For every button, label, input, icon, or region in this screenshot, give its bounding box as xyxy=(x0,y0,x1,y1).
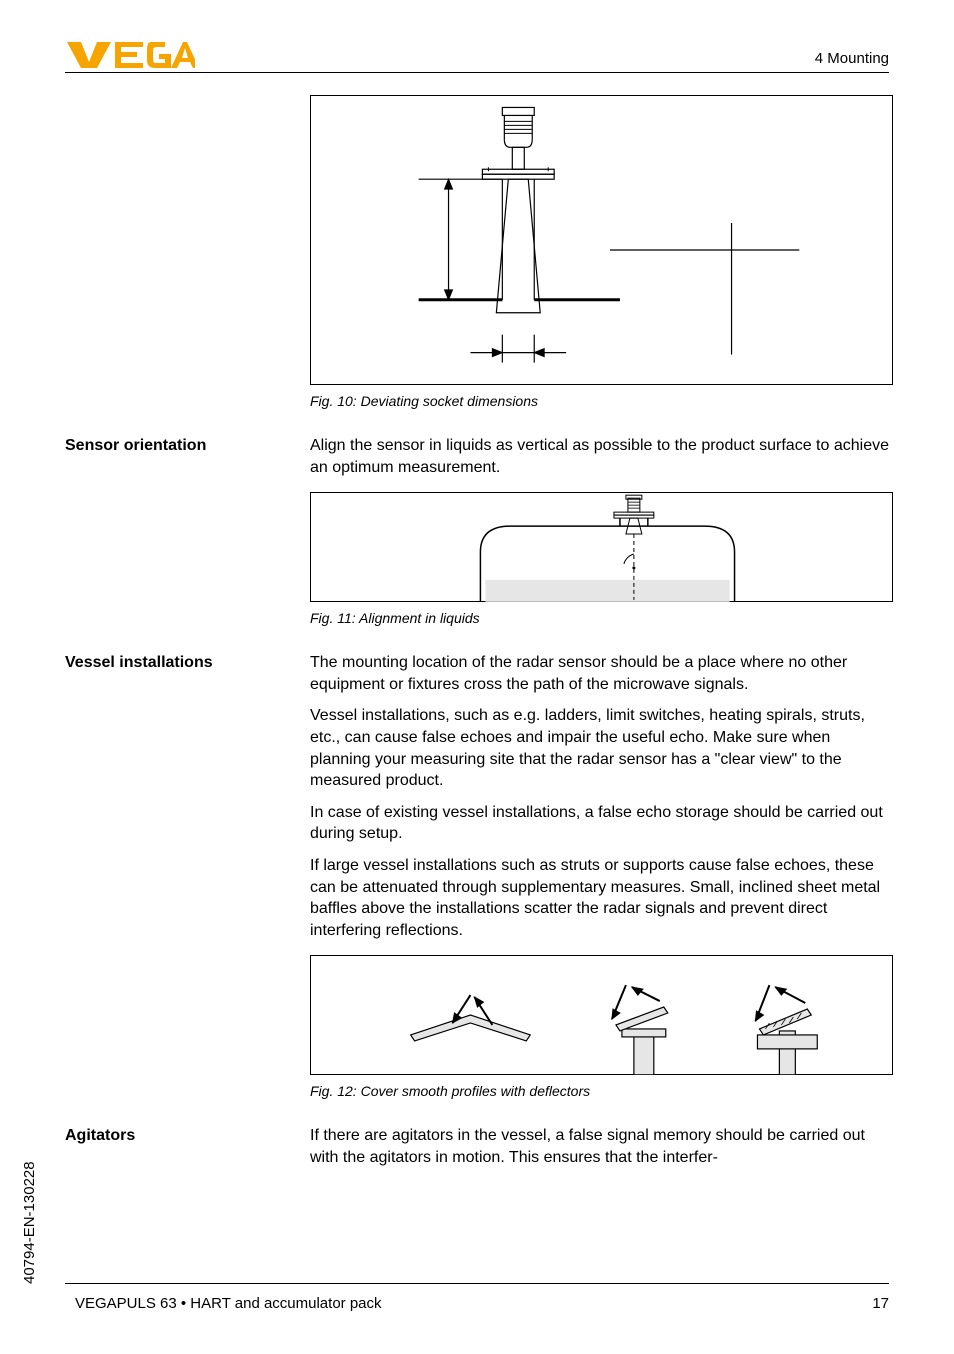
vessel-p4: If large vessel installations such as st… xyxy=(310,855,889,941)
header-rule xyxy=(65,72,889,73)
vessel-installations-label: Vessel installations xyxy=(65,652,310,951)
vega-logo xyxy=(65,40,195,70)
page-number: 17 xyxy=(872,1295,889,1312)
footer-left: VEGAPULS 63 • HART and accumulator pack xyxy=(75,1295,382,1312)
document-code: 40794-EN-130228 xyxy=(21,1161,38,1284)
figure-12 xyxy=(310,955,893,1075)
footer-rule xyxy=(65,1283,889,1284)
agitators-label: Agitators xyxy=(65,1125,310,1178)
figure-12-caption: Fig. 12: Cover smooth profiles with defl… xyxy=(310,1083,889,1099)
agitators-text: If there are agitators in the vessel, a … xyxy=(310,1125,889,1168)
vessel-p2: Vessel installations, such as e.g. ladde… xyxy=(310,705,889,791)
sensor-orientation-label: Sensor orientation xyxy=(65,435,310,488)
figure-11-caption: Fig. 11: Alignment in liquids xyxy=(310,610,889,626)
vessel-p3: In case of existing vessel installations… xyxy=(310,802,889,845)
figure-10 xyxy=(310,95,893,385)
section-header: 4 Mounting xyxy=(815,50,889,67)
sensor-orientation-text: Align the sensor in liquids as vertical … xyxy=(310,435,889,478)
vessel-p1: The mounting location of the radar senso… xyxy=(310,652,889,695)
figure-10-caption: Fig. 10: Deviating socket dimensions xyxy=(310,393,889,409)
figure-11 xyxy=(310,492,893,602)
